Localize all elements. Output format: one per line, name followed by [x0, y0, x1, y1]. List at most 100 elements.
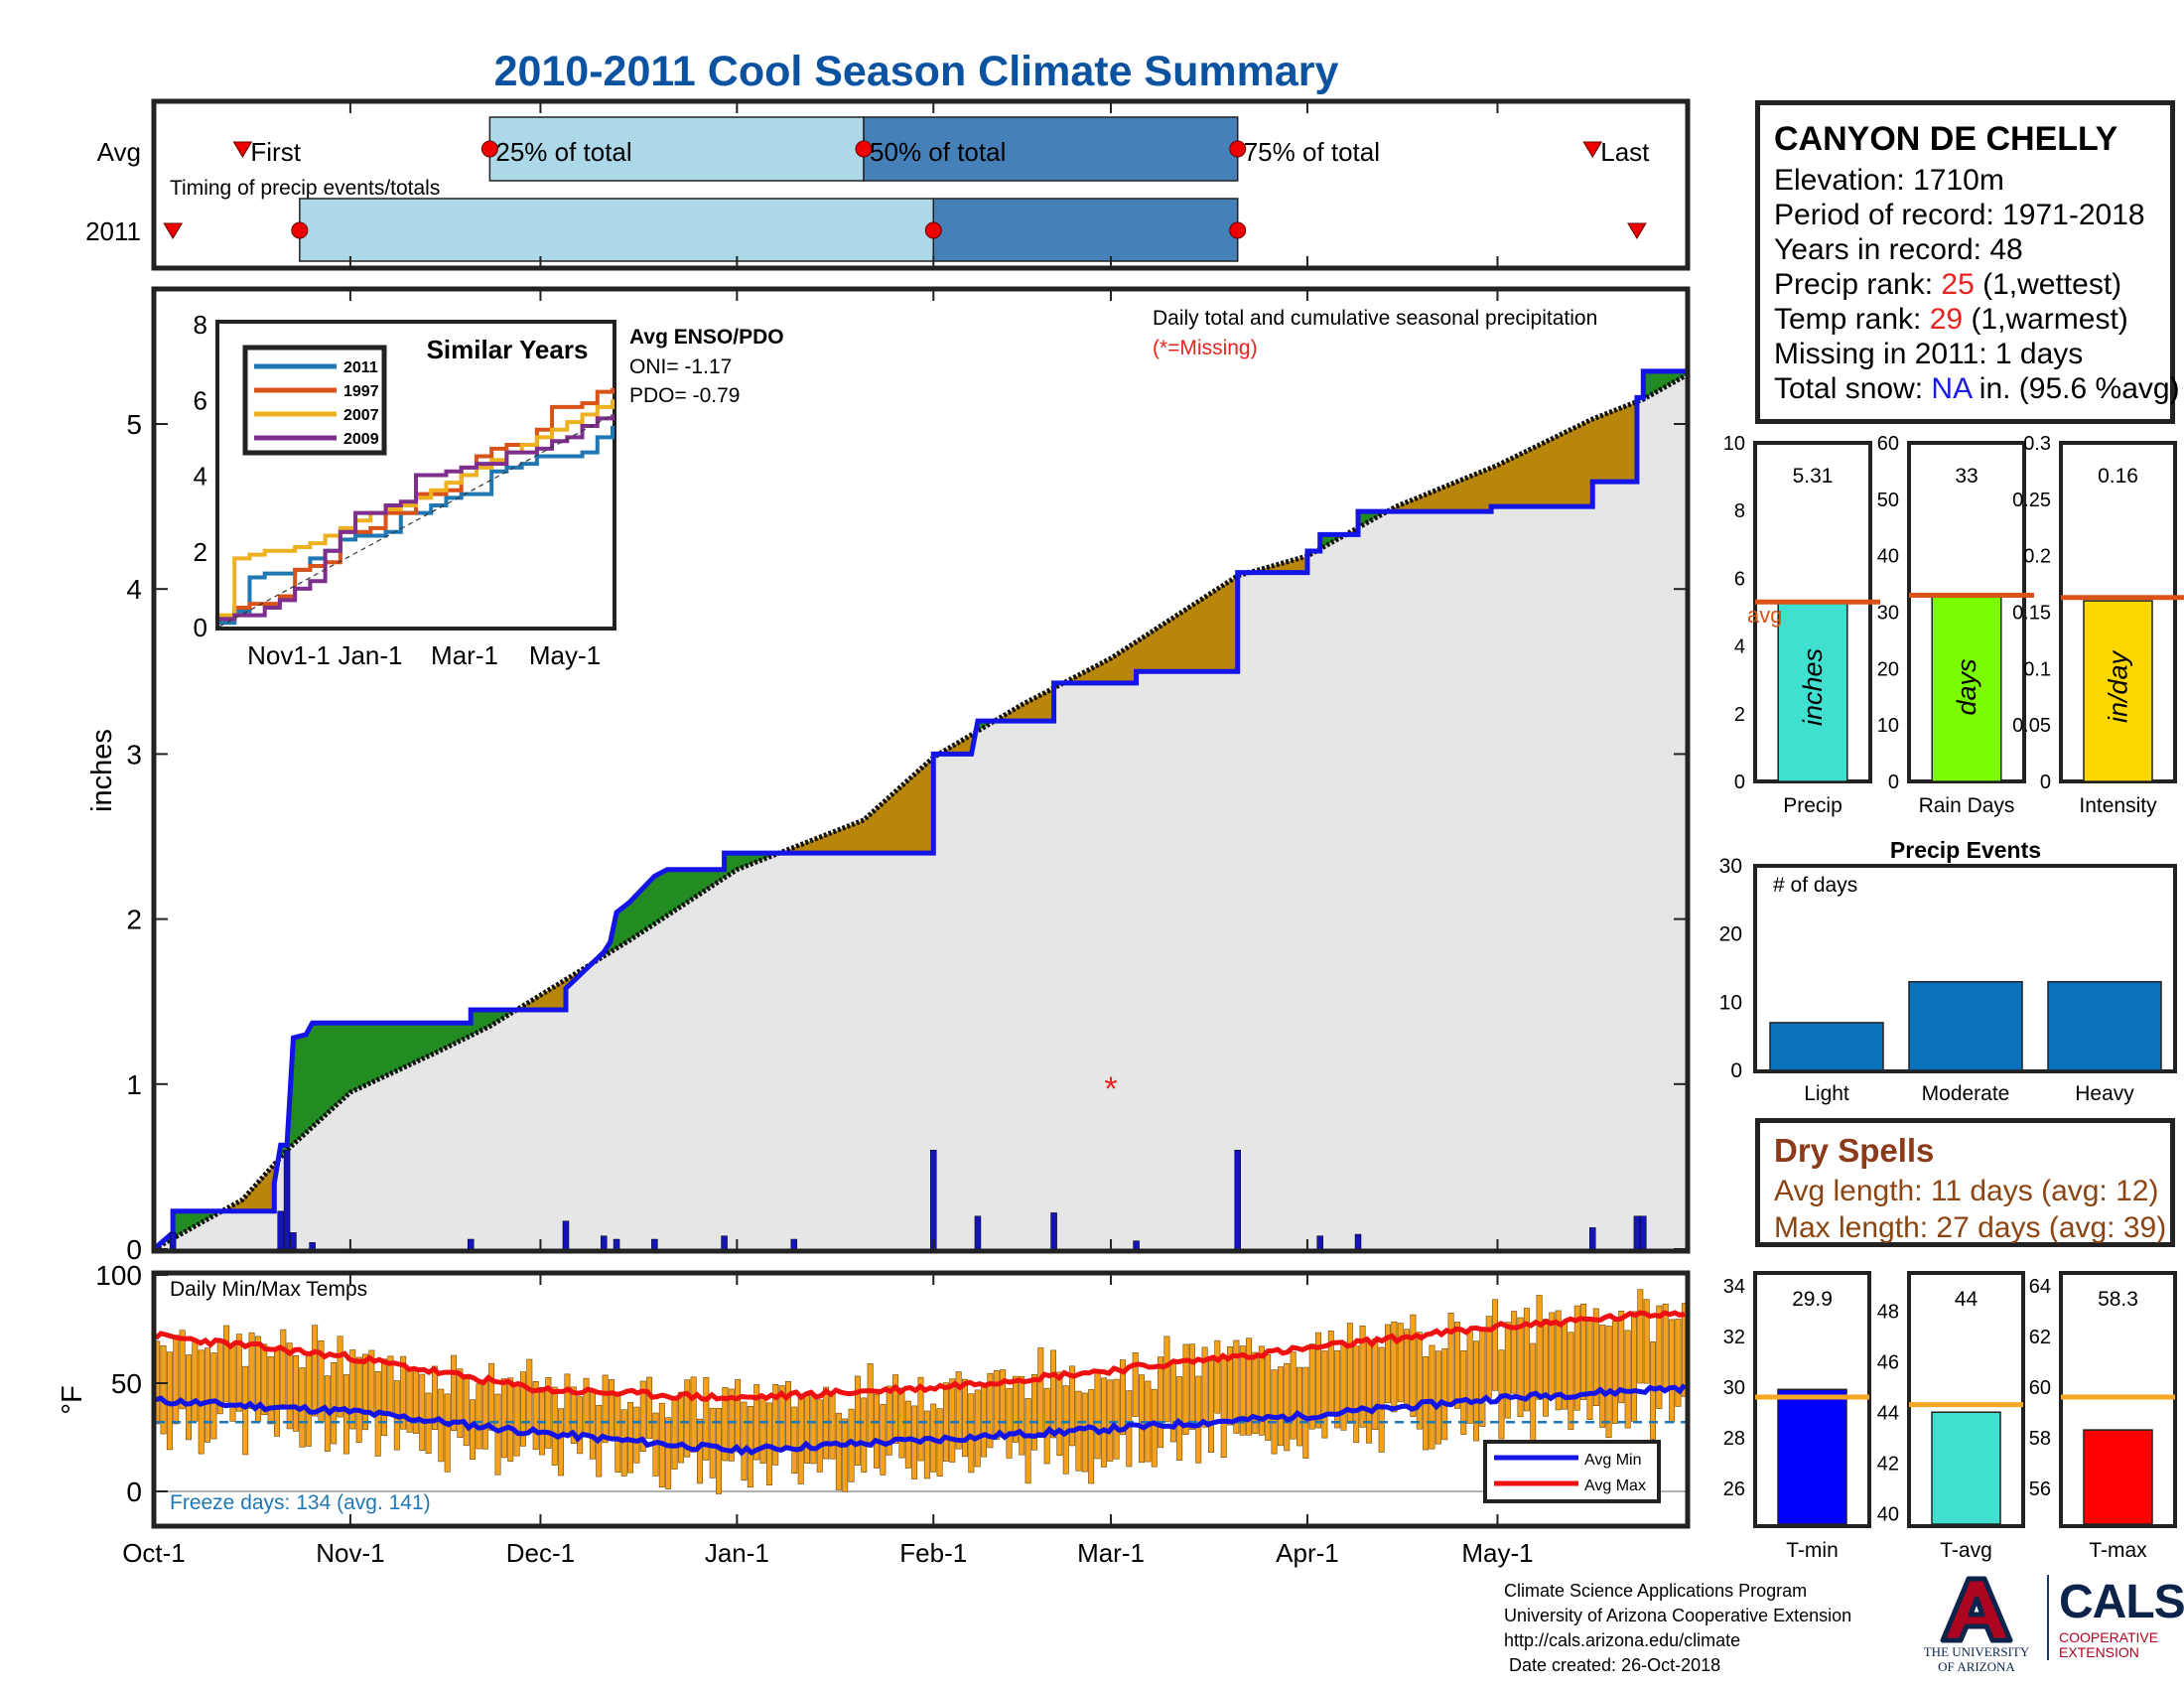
daily-temp-bar	[1207, 1360, 1214, 1453]
precip-events-count-label: # of days	[1773, 874, 1857, 897]
daily-temp-bar	[791, 1406, 798, 1474]
daily-temp-bar	[886, 1385, 892, 1456]
daily-temp-bar	[1277, 1366, 1284, 1447]
daily-temp-bar	[1214, 1339, 1221, 1414]
daily-temp-bar	[942, 1382, 949, 1462]
similar-year-line-2009	[219, 414, 614, 622]
temp-y-tick-label: 50	[111, 1368, 142, 1399]
daily-temp-bar	[412, 1369, 419, 1434]
inset-y-tick-label: 2	[194, 537, 207, 567]
daily-temp-bar	[1163, 1336, 1170, 1423]
credits-link[interactable]: http://cals.arizona.edu/climate	[1504, 1630, 1741, 1650]
daily-temp-bar	[1643, 1299, 1650, 1384]
daily-temp-bar	[829, 1391, 836, 1460]
daily-temp-bar	[235, 1334, 242, 1412]
dry-spells-title: Dry Spells	[1774, 1132, 1935, 1169]
daily-temp-bar	[1284, 1362, 1291, 1452]
inset-legend-label: 2007	[343, 407, 379, 424]
x-tick-label: Feb-1	[899, 1538, 967, 1568]
timing-percentile-dot	[855, 140, 873, 158]
daily-temp-bar	[248, 1332, 255, 1410]
timing-event-triangle	[1627, 222, 1647, 239]
inset-x-tick-label: Nov1-1	[247, 640, 331, 670]
temp-rank-value: 29	[1929, 303, 1964, 336]
daily-temp-bar	[400, 1355, 407, 1430]
daily-precip-bar	[309, 1242, 316, 1250]
cals-logo-wordmark: CALS	[2059, 1576, 2184, 1628]
daily-temp-bar	[1334, 1349, 1341, 1429]
daily-temp-bar	[974, 1389, 981, 1468]
gauge-y-tick-label: 0.3	[2023, 433, 2051, 455]
daily-temp-bar	[1675, 1319, 1682, 1407]
daily-temp-bar	[1630, 1311, 1637, 1422]
gauge-y-tick-label: 40	[1877, 546, 1899, 568]
daily-temp-bar	[1088, 1389, 1095, 1484]
daily-temp-bar	[1227, 1346, 1234, 1426]
cals-logo[interactable]: CALS COOPERATIVE EXTENSION	[2047, 1575, 2184, 1660]
daily-precip-bar	[651, 1238, 658, 1250]
daily-temp-bar	[1158, 1356, 1164, 1449]
ua-logo-line2: OF ARIZONA	[1938, 1659, 2015, 1674]
timing-percentile-dot	[924, 221, 942, 239]
daily-temp-bar	[558, 1408, 565, 1477]
temp-rank-label: Temp rank:	[1774, 303, 1930, 336]
temp-gauge-y-tick-label: 48	[1877, 1301, 1899, 1323]
daily-temp-bar	[293, 1354, 300, 1432]
station-missing: Missing in 2011: 1 days	[1774, 338, 2084, 370]
gauge-value-label: 0.16	[2098, 465, 2138, 488]
university-of-arizona-logo[interactable]: THE UNIVERSITY OF ARIZONA	[1921, 1575, 2032, 1674]
precip-rank-label: Precip rank:	[1774, 268, 1942, 301]
daily-temp-bar	[772, 1383, 779, 1466]
gauge-y-tick-label: 60	[1877, 433, 1899, 455]
main-plot-border	[151, 286, 1691, 1254]
temp-ylabel: °F	[57, 1385, 88, 1414]
daily-temp-bar	[1188, 1343, 1195, 1430]
station-info-box: CANYON DE CHELLY Elevation: 1710m Period…	[1755, 100, 2180, 424]
inset-legend-label: 2011	[343, 359, 378, 376]
daily-temp-bar	[1404, 1329, 1411, 1408]
daily-temp-bar	[173, 1335, 180, 1425]
gauge-category-label: Rain Days	[1919, 794, 2015, 817]
gauge-y-tick-label: 20	[1877, 658, 1899, 680]
precip-event-category: Light	[1804, 1082, 1849, 1105]
timing-label-25: 25% of total	[495, 137, 631, 167]
temp-gauge-y-tick-label: 26	[1723, 1478, 1745, 1500]
daily-temp-bar	[519, 1371, 526, 1447]
precip-event-bar	[2047, 980, 2162, 1071]
daily-temps-panel: 0 50 100 °F Daily Min/Max Temps Freeze day…	[57, 1260, 1691, 1529]
timing-percentile-dot	[291, 221, 309, 239]
freeze-days: Freeze days: 134 (avg. 141)	[170, 1491, 431, 1514]
gauge-y-tick-label: 0.25	[2012, 490, 2051, 511]
daily-temp-bar	[1308, 1343, 1315, 1430]
daily-temp-bar	[684, 1379, 691, 1458]
daily-temp-bar	[665, 1417, 672, 1489]
daily-temp-bar	[1656, 1305, 1663, 1409]
gauge-y-tick-label: 2	[1734, 704, 1745, 726]
precip-event-bar	[1908, 980, 2023, 1071]
dry-spells-box: Dry Spells Avg length: 11 days (avg: 12)…	[1755, 1118, 2175, 1247]
daily-temp-bar	[500, 1378, 507, 1459]
daily-temp-bar	[488, 1362, 495, 1431]
main-y-tick-label: 5	[126, 409, 142, 440]
daily-temp-bar	[1151, 1388, 1158, 1468]
temp-y-tick-label: 100	[95, 1260, 142, 1291]
daily-precip-bar	[930, 1150, 937, 1250]
similar-years-inset: 0 2 4 6 8 Nov1-1 Jan-1 Mar-1 May-1 Similar Years…	[194, 310, 616, 670]
daily-precip-bar	[277, 1210, 284, 1250]
station-name: CANYON DE CHELLY	[1774, 120, 2118, 158]
gauge-y-tick-label: 10	[1877, 715, 1899, 737]
daily-temp-bar	[589, 1391, 596, 1460]
daily-precip-bar	[169, 1232, 177, 1250]
missing-marker: *	[1104, 1070, 1117, 1108]
timing-subtitle: Timing of precip events/totals	[170, 177, 440, 200]
daily-temp-bar	[741, 1401, 748, 1481]
daily-temp-bar	[1504, 1322, 1511, 1419]
daily-temp-bar	[1050, 1349, 1056, 1439]
station-precip-rank: Precip rank: 25 (1,wettest)	[1774, 267, 2156, 302]
daily-temp-bar	[431, 1365, 438, 1430]
daily-temp-bar	[949, 1378, 956, 1463]
daily-temp-bar	[362, 1353, 368, 1431]
daily-temp-bar	[962, 1378, 968, 1458]
block-a-icon	[1940, 1576, 2013, 1643]
